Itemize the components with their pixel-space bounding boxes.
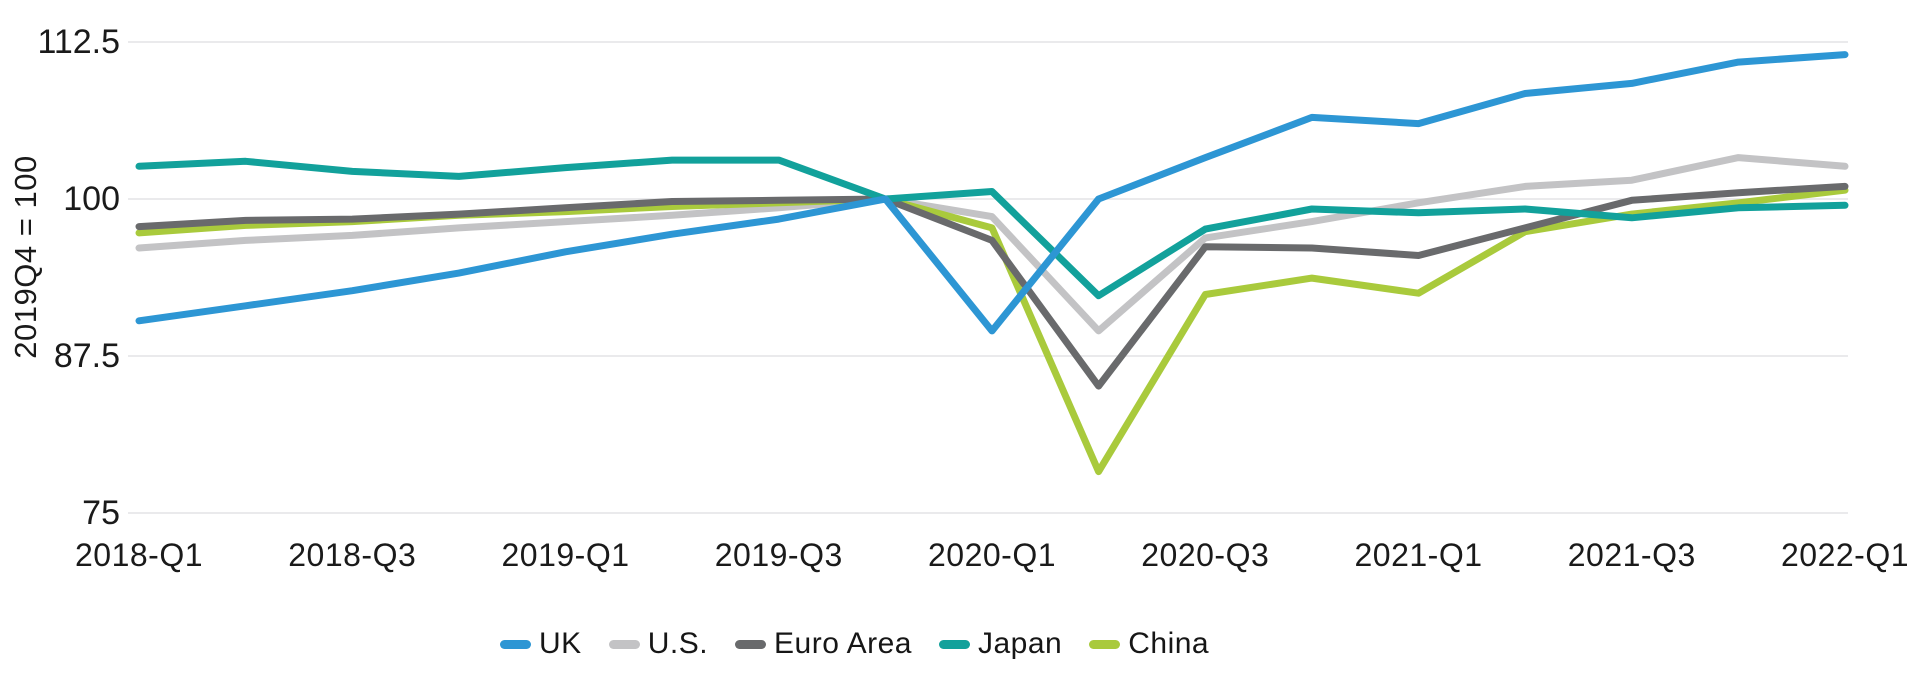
legend-label-u-s: U.S.	[647, 627, 709, 660]
x-tick-label: 2018-Q3	[288, 537, 416, 573]
series-line-euro-area	[135, 182, 1849, 390]
legend-label-china: China	[1128, 627, 1210, 660]
legend-label-euro-area: Euro Area	[774, 627, 912, 660]
legend-swatch-japan	[938, 639, 970, 649]
legend-item-china: China	[1089, 627, 1209, 661]
y-tick-label: 87.5	[54, 337, 120, 375]
y-tick-label: 75	[82, 494, 120, 532]
legend-item-uk: UK	[500, 627, 582, 661]
chart-svg: 112.5 100 87.5 75 2018-Q1 2018-Q3 2019-Q1 2019…	[37, 23, 1909, 573]
x-tick-label: 2019-Q1	[501, 537, 629, 573]
x-tick-label: 2021-Q1	[1354, 537, 1482, 573]
y-axis-title: 2019Q4 = 100	[8, 155, 43, 359]
y-tick-label: 100	[63, 180, 120, 218]
gridlines	[128, 41, 1848, 514]
legend-item-euro-area: Euro Area	[735, 627, 912, 661]
legend-swatch-china	[1089, 639, 1121, 649]
legend-item-u-s: U.S.	[608, 627, 709, 661]
x-tick-label: 2021-Q3	[1568, 537, 1696, 573]
chart-legend: UK U.S. Euro Area Japan China	[500, 620, 1209, 668]
series-line-japan	[135, 156, 1849, 300]
legend-label-uk: UK	[539, 627, 582, 660]
legend-item-japan: Japan	[938, 627, 1063, 661]
series-lines	[135, 51, 1849, 476]
legend-label-japan: Japan	[977, 627, 1063, 660]
x-tick-label: 2020-Q1	[928, 537, 1056, 573]
legend-swatch-euro-area	[735, 639, 767, 649]
y-tick-label: 112.5	[37, 23, 120, 61]
legend-swatch-u-s	[608, 639, 640, 649]
x-tick-label: 2018-Q1	[75, 537, 203, 573]
x-tick-label: 2022-Q1	[1781, 537, 1909, 573]
series-line-uk	[135, 51, 1849, 335]
y-tick-labels: 112.5 100 87.5 75	[37, 23, 120, 532]
x-tick-label: 2019-Q3	[715, 537, 843, 573]
x-tick-label: 2020-Q3	[1141, 537, 1269, 573]
x-tick-labels: 2018-Q1 2018-Q3 2019-Q1 2019-Q3 2020-Q1 2020-…	[75, 537, 1909, 573]
series-line-u-s	[135, 154, 1849, 335]
legend-swatch-uk	[500, 639, 531, 649]
